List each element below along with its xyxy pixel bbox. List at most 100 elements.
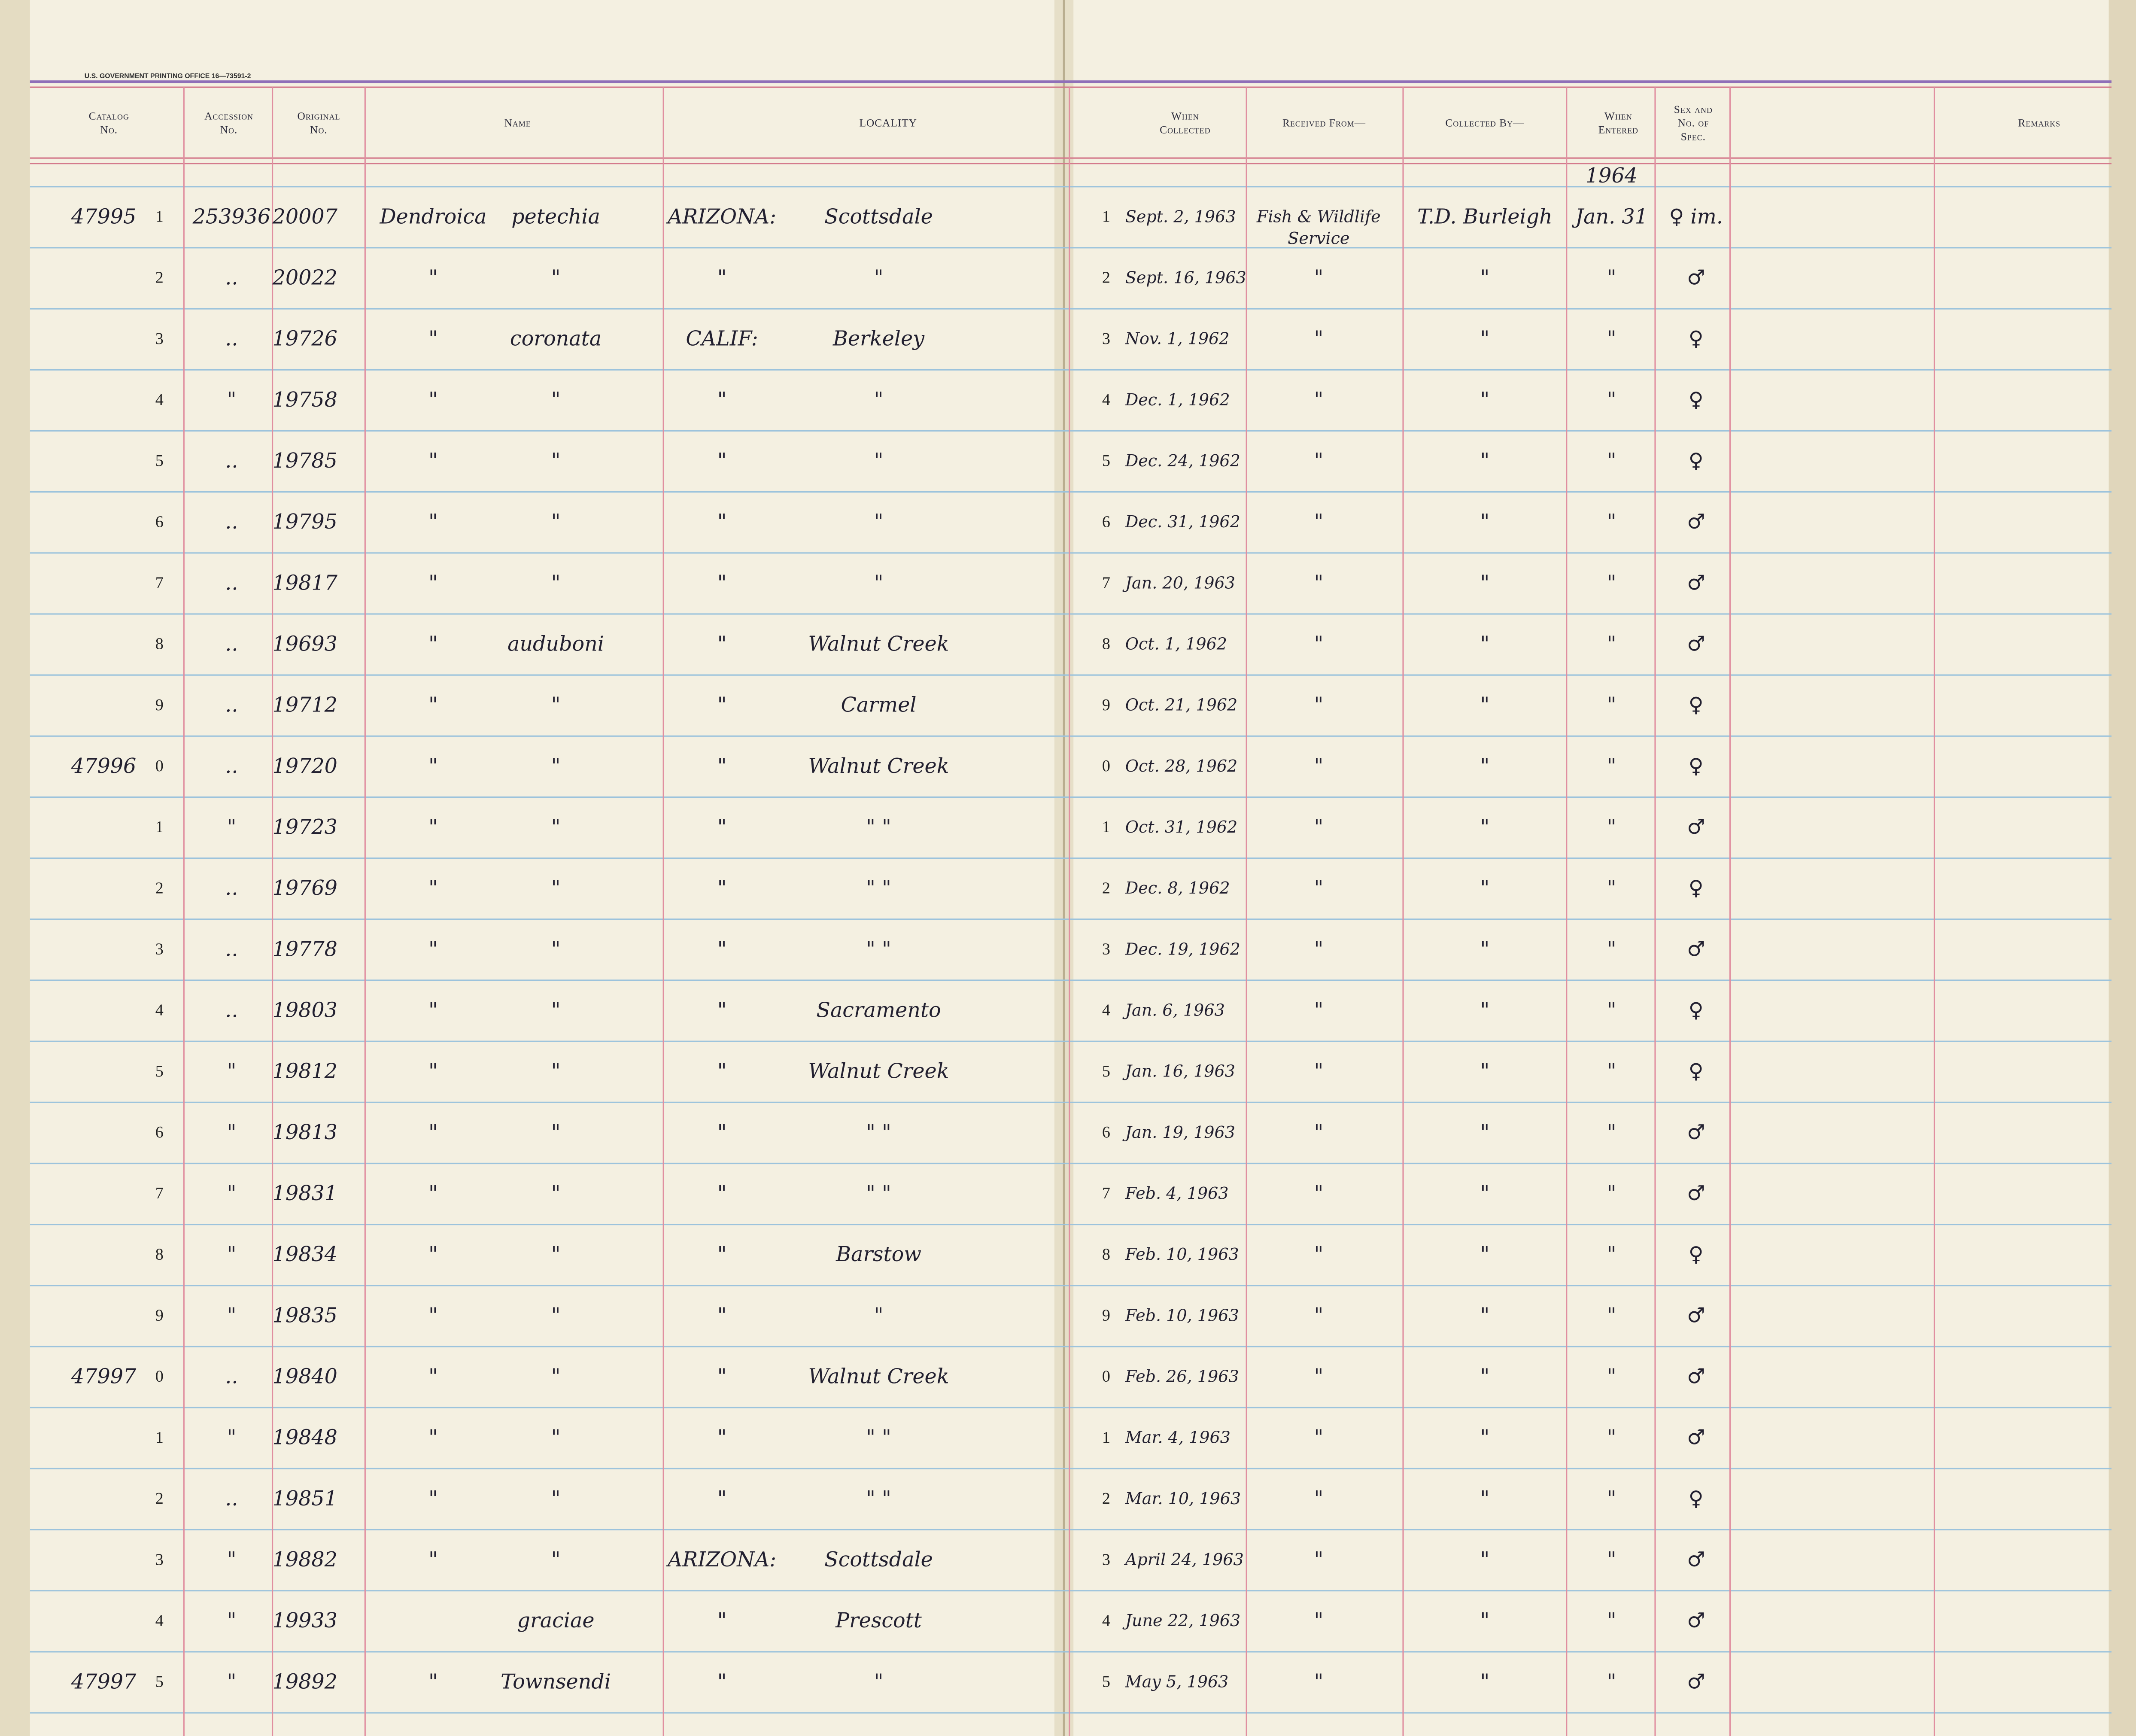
genus-cell: " bbox=[428, 510, 438, 534]
num-cell: 3 bbox=[155, 330, 164, 348]
received-cell: " bbox=[1314, 449, 1323, 473]
entered-cell: " bbox=[1607, 327, 1616, 351]
city-cell: " bbox=[874, 388, 884, 412]
collected-by-cell: " bbox=[1480, 876, 1489, 900]
collected-cell: Jan. 20, 1963 bbox=[1122, 573, 1235, 592]
entered-cell: " bbox=[1607, 815, 1616, 839]
entered-cell: " bbox=[1607, 1609, 1616, 1633]
city-cell: Prescott bbox=[835, 1609, 922, 1633]
entered-cell: " bbox=[1607, 998, 1616, 1022]
genus-cell: " bbox=[428, 327, 438, 351]
state-cell: " bbox=[717, 632, 727, 656]
collected-cell: Oct. 31, 1962 bbox=[1125, 818, 1237, 836]
entered-cell: " bbox=[1607, 876, 1616, 900]
state-cell: ARIZONA: bbox=[666, 205, 776, 228]
original-cell: 19758 bbox=[273, 388, 337, 412]
original-cell: 19834 bbox=[273, 1243, 337, 1266]
num-cell: 3 bbox=[155, 940, 164, 958]
genus-cell: " bbox=[428, 266, 438, 289]
state-cell: " bbox=[717, 1121, 727, 1144]
accession-cell: " bbox=[227, 1121, 236, 1144]
collected-by-cell: " bbox=[1480, 1365, 1489, 1389]
species-cell: " bbox=[551, 1121, 561, 1144]
collected-by-cell: " bbox=[1480, 1670, 1489, 1693]
genus-cell: " bbox=[428, 1060, 438, 1083]
sex-cell: ♂ bbox=[1687, 571, 1705, 595]
city-cell: " " bbox=[866, 1121, 891, 1144]
sex-cell: ♀ bbox=[1689, 876, 1704, 900]
collected-by-cell: " bbox=[1480, 1426, 1489, 1450]
collected-cell: Dec. 1, 1962 bbox=[1125, 390, 1230, 409]
collected-by-cell: " bbox=[1480, 754, 1489, 778]
cnum-cell: 0 bbox=[1102, 1368, 1110, 1386]
column-header: Collected bbox=[1160, 124, 1210, 136]
state-cell: " bbox=[717, 1243, 727, 1266]
species-cell: " bbox=[551, 1060, 561, 1083]
city-cell: Scottsdale bbox=[824, 1548, 933, 1572]
accession-cell: .. bbox=[225, 266, 238, 289]
original-cell: 19723 bbox=[273, 815, 337, 839]
genus-cell: " bbox=[428, 1243, 438, 1266]
num-cell: 9 bbox=[155, 1307, 164, 1325]
column-header: No. bbox=[220, 124, 238, 136]
received-cell: " bbox=[1314, 1609, 1323, 1633]
received-cell: " bbox=[1314, 815, 1323, 839]
cnum-cell: 6 bbox=[1102, 513, 1110, 531]
collected-by-cell: " bbox=[1480, 571, 1489, 595]
num-cell: 1 bbox=[155, 818, 164, 836]
received-cell: " bbox=[1314, 1243, 1323, 1266]
city-cell: " " bbox=[866, 1426, 891, 1450]
state-cell: " bbox=[717, 754, 727, 778]
sex-cell: ♀ bbox=[1689, 388, 1704, 412]
original-cell: 19851 bbox=[273, 1487, 337, 1511]
accession-cell: .. bbox=[225, 693, 238, 717]
sex-cell: ♀ im. bbox=[1669, 205, 1723, 228]
city-cell: Barstow bbox=[836, 1243, 921, 1266]
num-cell: 6 bbox=[155, 513, 164, 531]
accession-cell: " bbox=[227, 1670, 236, 1693]
accession-cell: " bbox=[227, 1426, 236, 1450]
collected-cell: Feb. 10, 1963 bbox=[1125, 1306, 1239, 1325]
species-cell: " bbox=[551, 266, 561, 289]
original-cell: 19785 bbox=[273, 449, 337, 473]
genus-cell: " bbox=[428, 1365, 438, 1389]
accession-cell: " bbox=[227, 1609, 236, 1633]
sex-cell: ♂ bbox=[1687, 1548, 1705, 1572]
city-cell: " bbox=[874, 1670, 884, 1693]
collected-by-cell: " bbox=[1480, 1182, 1489, 1205]
entered-cell: Jan. 31 bbox=[1572, 205, 1648, 228]
printer-line: U.S. GOVERNMENT PRINTING OFFICE 16—73591… bbox=[85, 73, 251, 80]
entered-cell: " bbox=[1607, 1121, 1616, 1144]
cnum-cell: 0 bbox=[1102, 757, 1110, 775]
column-header: Sex and bbox=[1674, 103, 1713, 116]
species-cell: " bbox=[551, 754, 561, 778]
collected-by-cell: " bbox=[1480, 815, 1489, 839]
collected-cell: Dec. 31, 1962 bbox=[1125, 512, 1240, 531]
received-cell: " bbox=[1314, 937, 1323, 961]
species-cell: " bbox=[551, 1304, 561, 1327]
entered-cell: " bbox=[1607, 937, 1616, 961]
collected-cell: May 5, 1963 bbox=[1125, 1672, 1229, 1691]
city-cell: Scottsdale bbox=[824, 205, 933, 228]
original-cell: 20007 bbox=[272, 205, 338, 228]
sex-cell: ♂ bbox=[1687, 815, 1705, 839]
cnum-cell: 6 bbox=[1102, 1123, 1110, 1141]
collected-by-cell: " bbox=[1480, 327, 1489, 351]
column-header: Accession bbox=[204, 110, 253, 122]
cnum-cell: 3 bbox=[1102, 940, 1110, 958]
entered-cell: " bbox=[1607, 1426, 1616, 1450]
species-cell: " bbox=[551, 876, 561, 900]
collected-cell: April 24, 1963 bbox=[1124, 1550, 1244, 1569]
genus-cell: " bbox=[428, 815, 438, 839]
genus-cell: " bbox=[428, 937, 438, 961]
city-cell: " " bbox=[866, 1487, 891, 1511]
state-cell: CALIF: bbox=[686, 327, 758, 351]
state-cell: " bbox=[717, 937, 727, 961]
sex-cell: ♂ bbox=[1687, 1182, 1705, 1205]
received-cell: " bbox=[1314, 1548, 1323, 1572]
genus-cell: " bbox=[428, 1426, 438, 1450]
original-cell: 19720 bbox=[273, 754, 337, 778]
num-cell: 4 bbox=[155, 391, 164, 409]
collected-by-cell: " bbox=[1480, 1487, 1489, 1511]
